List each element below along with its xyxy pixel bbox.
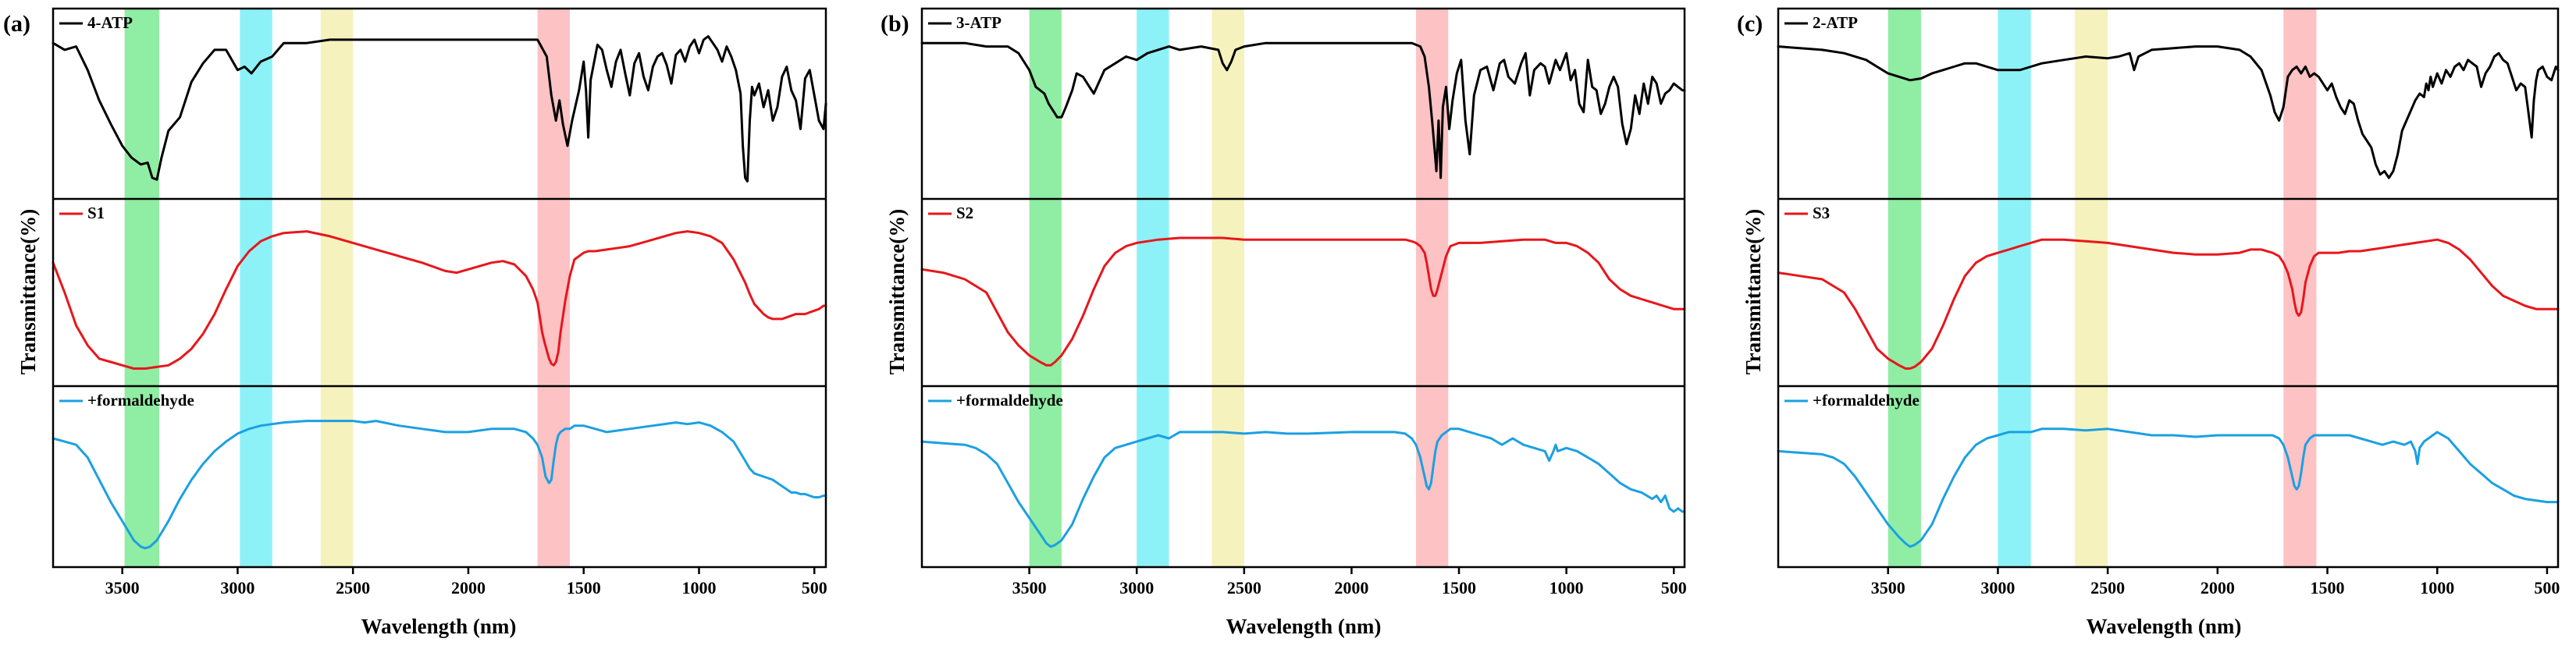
x-tick-label-b-2000: 2000 (1334, 578, 1368, 598)
highlight-band-b-1 (1029, 9, 1062, 567)
x-tick-label-c-2500: 2500 (2090, 578, 2125, 598)
spectrum-line-c-3 (1777, 427, 2560, 548)
spectrum-line-b-3 (920, 427, 1686, 548)
x-tick-label-b-1000: 1000 (1550, 578, 1584, 598)
x-tick-label-a-3500: 3500 (105, 578, 140, 598)
x-tick-label-a-3000: 3000 (220, 578, 254, 598)
highlight-band-a-4 (537, 9, 570, 567)
plot-frame-c (1777, 7, 2560, 569)
highlight-band-a-2 (240, 9, 272, 567)
y-axis-title-a: Transmittance(%) (16, 209, 40, 374)
legend-label-a-2: S1 (87, 204, 105, 222)
spectrum-line-c-2 (1777, 238, 2560, 370)
spectrum-line-a-2 (52, 230, 827, 370)
x-tick-label-c-3000: 3000 (1980, 578, 2015, 598)
bands-a (124, 9, 570, 567)
legend-label-c-2: S3 (1813, 204, 1830, 222)
x-tick-label-c-3500: 3500 (1871, 578, 1905, 598)
plot-frame-a (52, 7, 827, 569)
panel-label-a: (a) (3, 11, 30, 37)
x-tick-label-a-1000: 1000 (681, 578, 716, 598)
x-tick-label-a-2000: 2000 (451, 578, 486, 598)
y-axis-title-b: Transmittance(%) (885, 209, 909, 374)
legend-label-c-3: +formaldehyde (1813, 391, 1920, 410)
x-axis-title-c: Wavelength (nm) (2087, 615, 2242, 638)
panel-label-c: (c) (1737, 11, 1763, 37)
x-tick-label-b-2500: 2500 (1227, 578, 1261, 598)
legend-label-a-3: +formaldehyde (87, 391, 194, 410)
legend-label-b-3: +formaldehyde (956, 391, 1063, 410)
x-tick-label-b-3500: 3500 (1012, 578, 1047, 598)
legend-label-c-1: 2-ATP (1813, 13, 1858, 32)
x-tick-label-c-1500: 1500 (2311, 578, 2345, 598)
highlight-band-a-1 (124, 9, 159, 567)
spectrum-line-c-1 (1777, 45, 2560, 179)
x-tick-label-a-1500: 1500 (567, 578, 601, 598)
highlight-band-b-3 (1212, 9, 1244, 567)
x-tick-label-a-500: 500 (802, 578, 827, 598)
x-tick-label-a-2500: 2500 (336, 578, 370, 598)
spectrum-line-b-1 (920, 41, 1686, 179)
panel-a: (a) Transmittance(%) Wavelength (nm) 4-A… (3, 7, 827, 638)
plot-frame-b (920, 7, 1686, 569)
x-tick-label-b-3000: 3000 (1119, 578, 1154, 598)
spectrum-line-a-1 (52, 35, 827, 183)
legend-label-b-1: 3-ATP (956, 13, 1002, 32)
x-tick-label-c-500: 500 (2534, 578, 2560, 598)
panel-b: (b) Transmittance(%) Wavelength (nm) 3-A… (881, 7, 1687, 638)
spectrum-line-a-3 (52, 420, 827, 550)
x-tick-label-c-1000: 1000 (2420, 578, 2454, 598)
highlight-band-b-2 (1137, 9, 1169, 567)
x-tick-label-c-2000: 2000 (2201, 578, 2235, 598)
x-axis-title-a: Wavelength (nm) (361, 615, 517, 638)
legend-label-b-2: S2 (956, 204, 973, 222)
highlight-band-c-2 (1998, 9, 2031, 567)
x-tick-label-b-500: 500 (1661, 578, 1687, 598)
spectrum-line-b-2 (920, 236, 1686, 367)
y-axis-title-c: Transmittance(%) (1742, 209, 1765, 374)
x-tick-label-b-1500: 1500 (1442, 578, 1476, 598)
highlight-band-a-3 (320, 9, 354, 567)
highlight-band-c-1 (1888, 9, 1921, 567)
x-axis-title-b: Wavelength (nm) (1226, 615, 1382, 638)
highlight-band-c-3 (2074, 9, 2108, 567)
panel-label-b: (b) (881, 11, 909, 37)
bands-c (1888, 9, 2317, 567)
panel-c: (c) Transmittance(%) Wavelength (nm) 2-A… (1737, 7, 2560, 638)
legend-label-a-1: 4-ATP (87, 13, 133, 32)
